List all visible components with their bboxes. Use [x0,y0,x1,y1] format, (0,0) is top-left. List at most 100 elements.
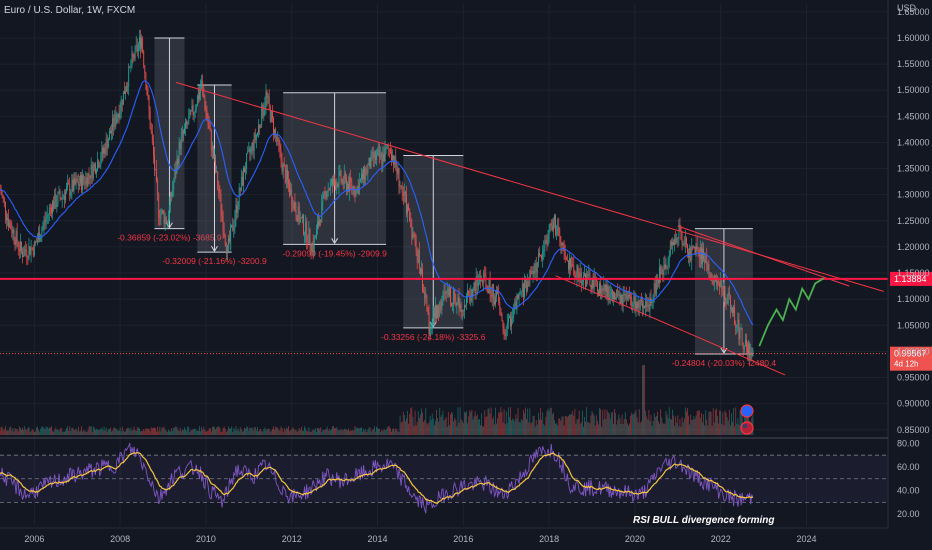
candle-body [228,238,229,246]
candle-body [292,204,294,209]
volume-bar [580,421,582,435]
candle-body [76,178,78,183]
volume-bar [435,420,436,435]
volume-bar [605,418,607,435]
volume-bar [92,426,94,435]
volume-bar [479,419,480,435]
volume-bar [53,431,55,435]
candle-body [558,226,560,236]
candle-body [179,142,181,150]
candle-body [272,111,273,118]
candle-body [739,329,741,340]
candle-body [559,235,561,243]
volume-bar [733,408,734,435]
candle-body [340,170,342,182]
volume-bar [150,427,152,435]
volume-bar [178,431,180,435]
eu-flag-icon[interactable] [740,404,754,418]
volume-bar [164,429,166,435]
candle-body [41,229,43,237]
candle-body [384,148,386,162]
volume-bar [279,430,281,435]
candle-body [126,86,127,92]
candle-body [172,189,174,197]
candle-body [262,105,264,117]
candle-body [615,297,617,300]
rsi-tick-label: 80.00 [897,438,920,448]
volume-bar [426,423,428,435]
candle-body [154,155,155,170]
volume-bar [302,430,303,435]
volume-bar [158,431,160,435]
candle-body [70,192,72,196]
volume-bar [43,427,45,435]
candle-body [1,194,3,196]
y-tick-label: 0.90000 [897,399,930,409]
volume-bar [723,425,725,435]
volume-bar [494,424,495,435]
volume-bar [39,431,41,435]
candle-body [199,91,200,99]
candle-body [484,273,486,276]
volume-bar [534,426,536,435]
volume-bar [155,428,156,435]
candle-body [78,183,80,186]
candle-body [252,143,254,151]
candle-body [577,265,579,274]
candle-body [625,294,627,299]
candle-body [751,352,753,357]
trendline-3[interactable] [677,225,850,287]
candle-body [413,234,415,235]
candle-body [233,226,235,231]
candle-body [202,81,204,89]
volume-bar [235,426,237,435]
volume-bar [496,423,497,435]
volume-bar [231,426,233,435]
candle-body [255,135,257,140]
candle-body [640,299,642,304]
candle-body [620,294,622,304]
projection-path [758,277,825,347]
candle-body [9,222,11,227]
candle-body [281,160,283,172]
volume-bar [572,410,574,435]
candle-body [513,305,515,317]
volume-bar [283,428,285,435]
volume-bar [586,407,588,435]
volume-bar [425,407,427,435]
volume-bar [211,426,213,435]
volume-bar [398,431,400,435]
candle-body [664,263,666,269]
volume-bar [440,417,442,435]
candle-body [526,282,528,291]
candle-body [168,219,169,223]
candle-body [441,300,443,311]
candle-body [62,196,64,197]
volume-bar [538,412,539,435]
volume-bar [168,429,169,435]
candle-body [23,255,25,257]
candle-body [176,158,178,173]
volume-bar [468,416,470,435]
candle-body [646,301,648,307]
candle-body [174,169,176,182]
candle-body [662,269,664,276]
volume-bar [40,428,42,435]
candle-body [670,241,672,246]
volume-bar [179,427,181,435]
volume-bar [268,428,270,435]
candle-body [693,246,695,249]
volume-bar [558,418,560,435]
candle-body [595,279,597,282]
volume-bar [650,414,652,435]
candle-body [110,131,111,134]
volume-bar [67,426,68,435]
volume-bar [220,431,222,435]
volume-bar [223,426,225,435]
candle-body [599,283,600,296]
trendline-2[interactable] [555,275,786,376]
measure-label: -0.29099 (-19.45%) -2909.9 [282,248,387,258]
candle-body [52,201,53,214]
candle-body [556,233,558,235]
candle-body [661,269,663,275]
